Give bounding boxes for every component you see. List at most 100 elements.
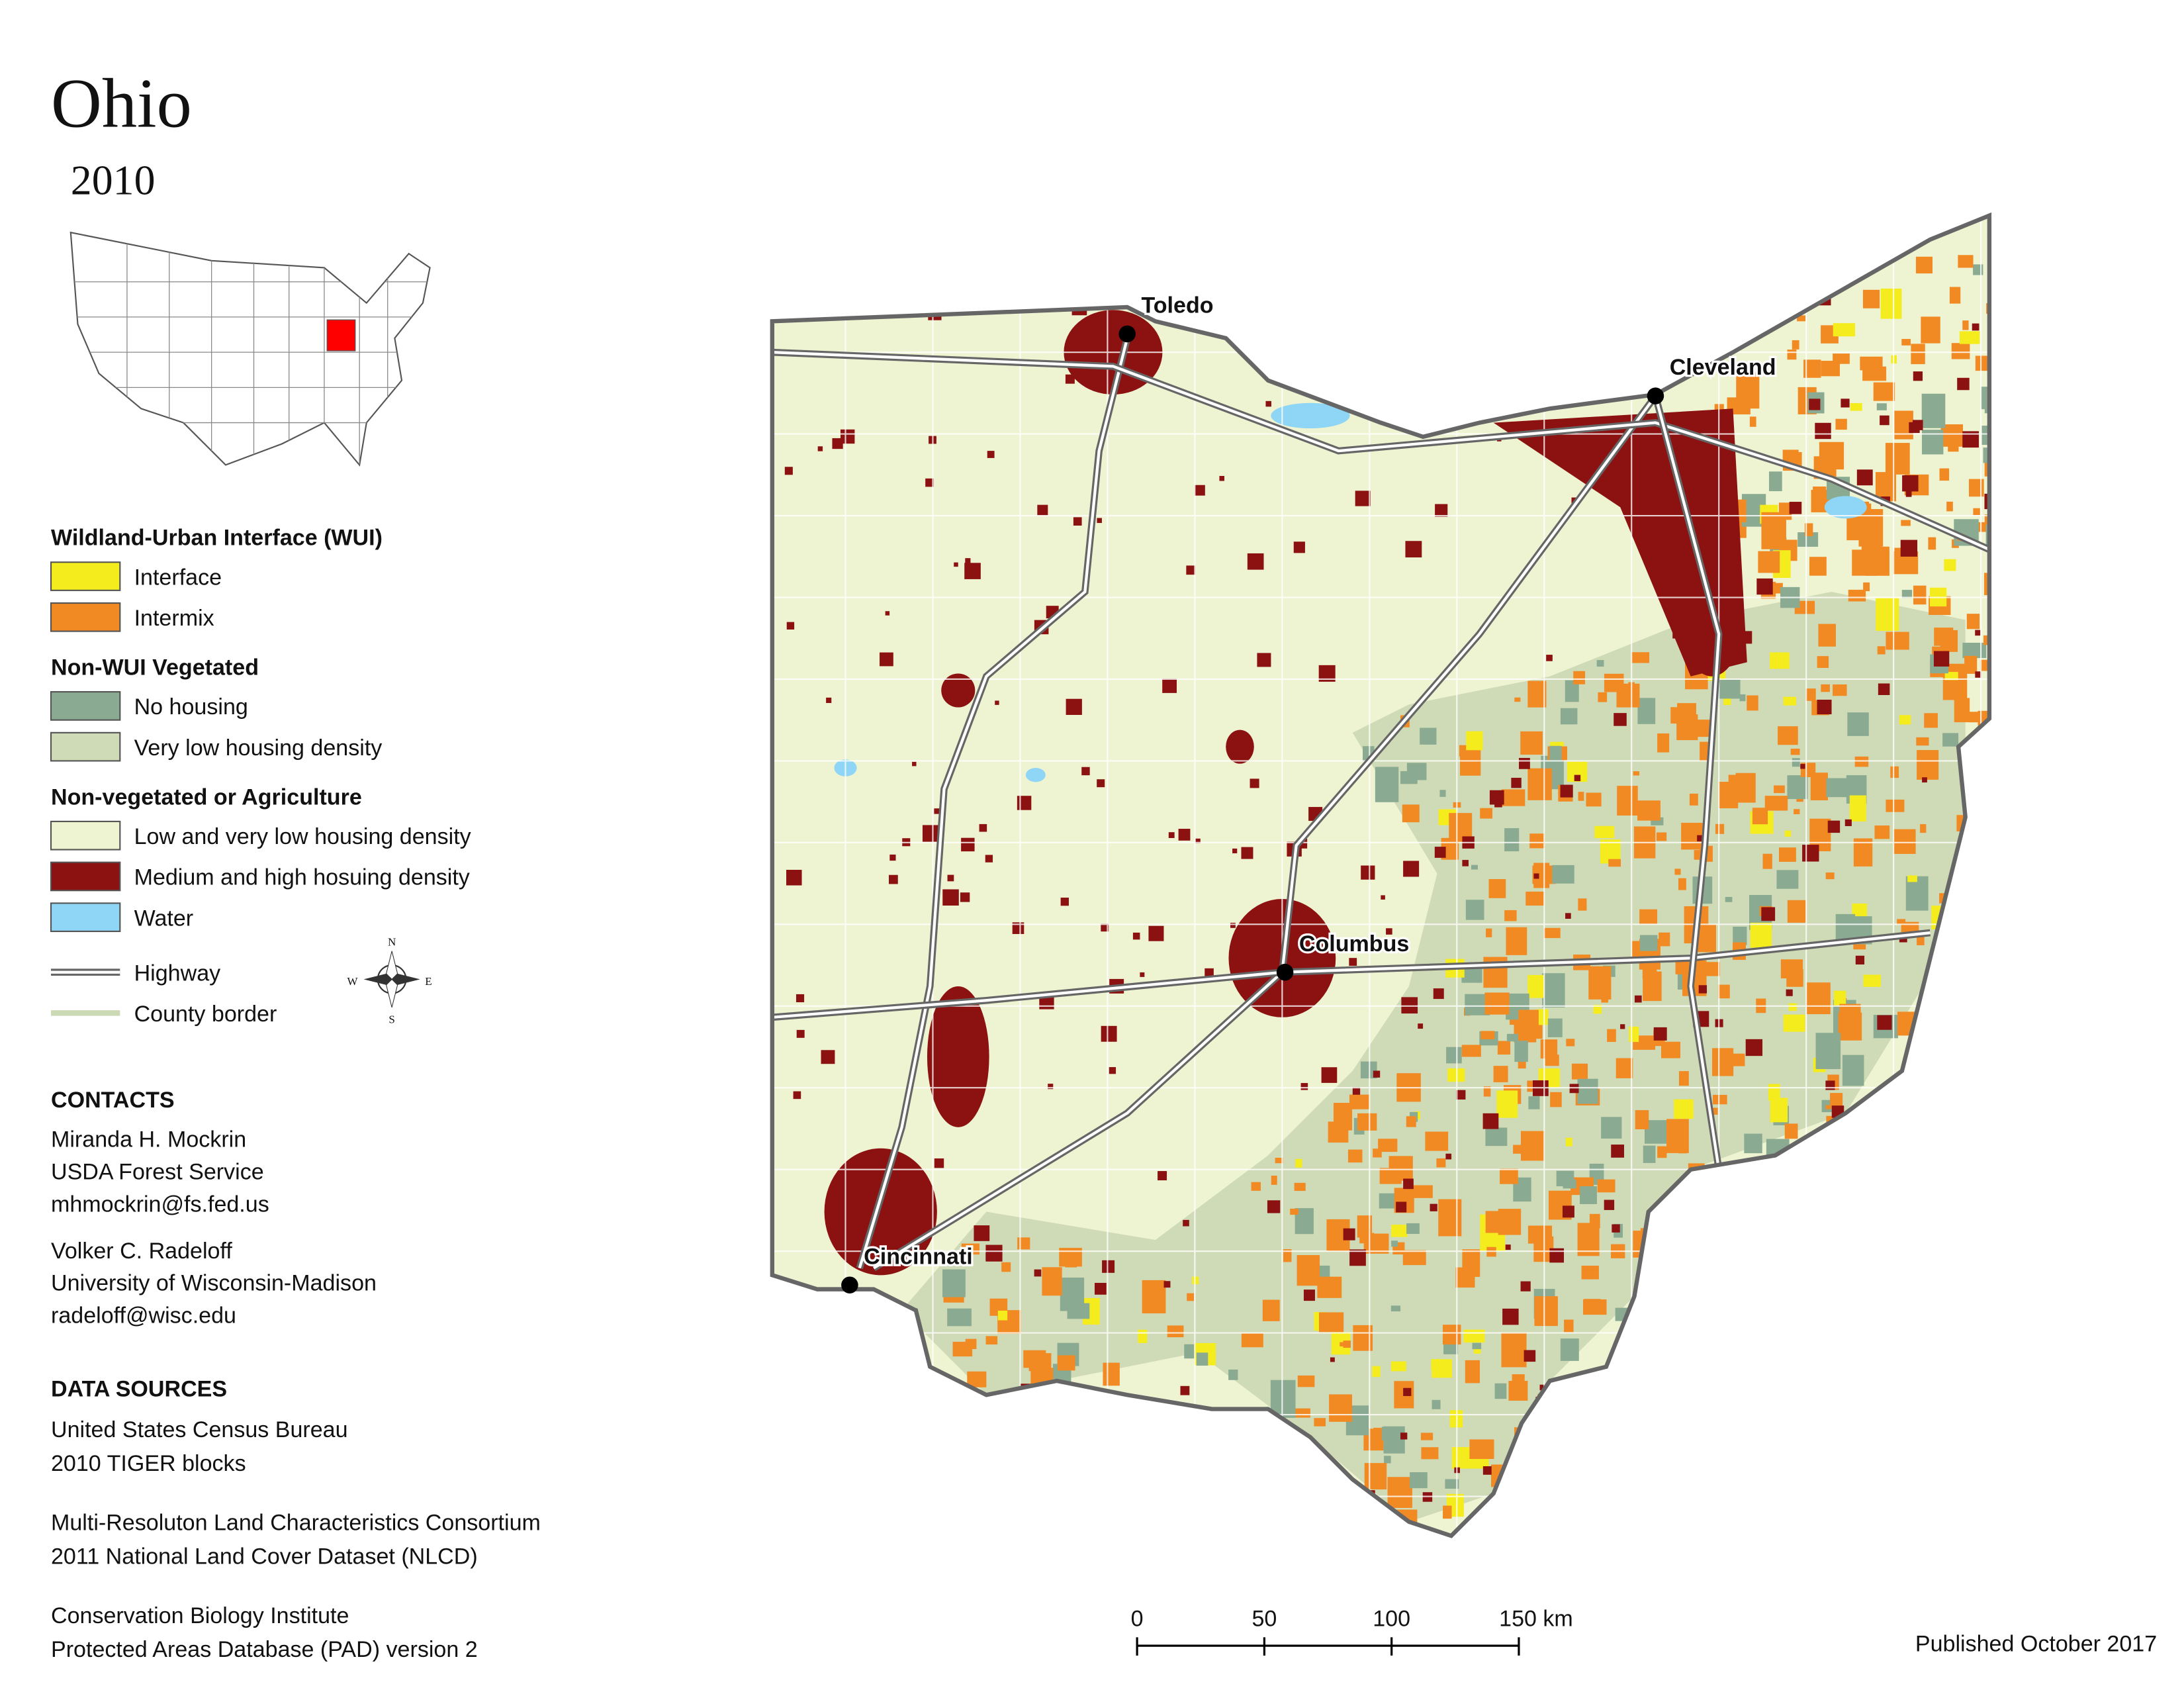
legend-swatch: [50, 820, 121, 851]
land-cover-patch: [1494, 1383, 1507, 1399]
land-cover-patch: [1319, 1312, 1344, 1333]
land-cover-patch: [1750, 922, 1772, 948]
land-cover-patch: [1317, 1276, 1342, 1298]
urban-patch: [1403, 861, 1420, 877]
legend-label: County border: [134, 1002, 277, 1027]
legend-heading: Non-WUI Vegetated: [51, 655, 259, 680]
land-cover-patch: [1001, 1262, 1011, 1272]
land-cover-patch: [1578, 792, 1584, 801]
urban-patch: [1162, 679, 1177, 693]
source-line: Protected Areas Database (PAD) version 2: [51, 1637, 478, 1662]
land-cover-patch: [1639, 935, 1658, 951]
land-cover-patch: [1774, 785, 1785, 794]
urban-patch: [1946, 1378, 1951, 1383]
city-label: Cleveland: [1670, 355, 1776, 380]
land-cover-patch: [1514, 697, 1521, 702]
land-cover-patch: [1009, 1323, 1020, 1331]
land-cover-patch: [1966, 614, 1980, 630]
land-cover-patch: [1372, 1366, 1381, 1378]
urban-patch: [796, 1029, 805, 1038]
land-cover-patch: [1989, 342, 2014, 368]
land-cover-patch: [1797, 315, 1806, 322]
land-cover-patch: [1432, 1359, 1453, 1378]
urban-patch: [1253, 275, 1263, 286]
land-cover-patch: [1534, 1296, 1558, 1327]
city-area: [1226, 729, 1254, 764]
urban-patch: [1266, 356, 1277, 368]
urban-patch: [1539, 382, 1551, 393]
land-cover-patch: [1465, 1360, 1480, 1383]
land-cover-patch: [1821, 361, 1840, 377]
land-cover-patch: [1297, 1375, 1315, 1387]
land-cover-patch: [1657, 1146, 1667, 1158]
urban-patch: [1060, 897, 1069, 906]
urban-patch: [1551, 357, 1561, 366]
land-cover-patch: [1461, 1045, 1481, 1057]
land-cover-patch: [1497, 1041, 1511, 1055]
urban-patch: [965, 558, 971, 564]
urban-patch: [1230, 923, 1236, 928]
land-cover-patch: [1762, 853, 1772, 869]
urban-patch: [1456, 1090, 1466, 1100]
urban-patch: [1531, 277, 1544, 291]
urban-patch: [1880, 415, 1889, 426]
land-cover-patch: [1518, 1060, 1526, 1069]
urban-patch: [1562, 1205, 1574, 1218]
urban-patch: [1163, 1281, 1171, 1288]
land-cover-patch: [1378, 1139, 1398, 1152]
land-cover-patch: [1664, 1203, 1684, 1230]
urban-patch: [947, 874, 954, 882]
land-cover-patch: [1446, 1047, 1462, 1064]
urban-patch: [1579, 1390, 1588, 1399]
land-cover-patch: [1981, 426, 1989, 445]
land-cover-patch: [1421, 1447, 1439, 1460]
land-cover-patch: [1715, 679, 1741, 699]
urban-patch: [1948, 1425, 1958, 1436]
urban-patch: [1524, 1350, 1536, 1362]
land-cover-patch: [1787, 775, 1808, 800]
city-dot: [841, 1276, 858, 1294]
urban-patch: [1403, 1387, 1412, 1396]
urban-patch: [840, 429, 855, 444]
land-cover-patch: [947, 1308, 972, 1327]
land-cover-patch: [1712, 1048, 1734, 1076]
land-cover-patch: [1752, 808, 1768, 825]
land-cover-patch: [1886, 632, 1909, 650]
urban-patch: [1097, 779, 1105, 788]
land-cover-patch: [1615, 1058, 1633, 1078]
urban-patch: [1807, 1209, 1823, 1226]
highway: [872, 395, 1657, 1270]
urban-patch: [1878, 683, 1890, 695]
urban-patch: [961, 837, 975, 852]
urban-patch: [1408, 393, 1418, 402]
land-cover-patch: [1314, 1418, 1326, 1427]
land-cover-patch: [1915, 256, 1933, 274]
land-cover-patch: [1251, 1182, 1261, 1191]
city-dot: [1276, 963, 1294, 981]
land-cover-patch: [1903, 557, 1912, 570]
urban-patch: [1505, 1244, 1511, 1250]
urban-patch: [1969, 1314, 1977, 1322]
land-cover-patch: [1770, 652, 1790, 669]
land-cover-patch: [1810, 773, 1828, 800]
urban-patch: [889, 874, 898, 884]
land-cover-patch: [1357, 1113, 1377, 1131]
land-cover-patch: [1677, 703, 1696, 720]
scale-label: 150 km: [1499, 1606, 1573, 1631]
us-inset: [69, 231, 431, 467]
urban-patch: [1815, 422, 1831, 440]
land-cover-patch: [1547, 1018, 1563, 1037]
urban-patch: [1017, 796, 1032, 810]
land-cover-patch: [1390, 1305, 1401, 1312]
city-label: Columbus: [1299, 931, 1409, 957]
land-cover-patch: [1780, 959, 1803, 978]
urban-patch: [1894, 1151, 1911, 1168]
land-cover-patch: [1854, 756, 1869, 767]
land-cover-patch: [1794, 809, 1800, 815]
urban-patch: [1932, 1444, 1938, 1451]
urban-patch: [1455, 233, 1468, 246]
urban-patch: [1565, 913, 1571, 919]
land-cover-patch: [1956, 815, 1980, 831]
land-cover-patch: [1833, 684, 1847, 696]
urban-patch: [880, 652, 893, 667]
